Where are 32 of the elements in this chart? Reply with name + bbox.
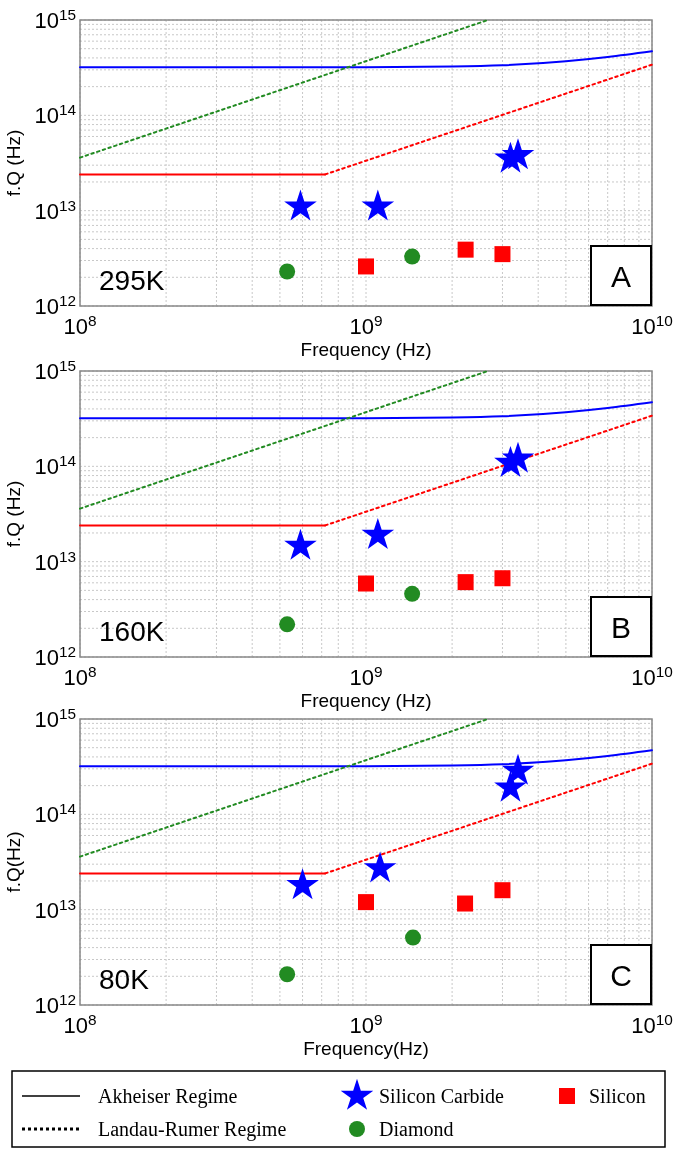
y-axis-title: f.Q(Hz): [3, 831, 24, 893]
y-tick-label: 10$^{15}$: [34, 704, 76, 732]
annotation: 295K: [99, 265, 165, 296]
text: Landau-Rumer Regime: [98, 1118, 287, 1141]
y-tick-label: 10$^{14}$: [34, 799, 77, 828]
x-tick-label: 10$^{10}$: [631, 662, 673, 690]
x-tick-label: 10$^{10}$: [631, 311, 673, 339]
annotation: 160K: [99, 616, 165, 647]
legend-label: Silicon: [589, 1085, 646, 1107]
annotation: A: [610, 260, 632, 293]
x-axis-title: Frequency (Hz): [300, 339, 432, 360]
text: Akheiser Regime: [98, 1085, 238, 1108]
legend-label: Silicon Carbide: [379, 1085, 505, 1107]
annotation: C: [610, 959, 632, 992]
x-tick-label: 10$^{9}$: [349, 311, 383, 339]
y-axis-title: f.Q (Hz): [3, 129, 24, 197]
y-tick-label: 10$^{14}$: [34, 451, 77, 480]
x-tick-label: 10$^{9}$: [349, 662, 383, 690]
y-axis-title: f.Q (Hz): [3, 480, 24, 548]
x-tick-label: 10$^{10}$: [631, 1010, 673, 1038]
annotation: B: [610, 611, 632, 644]
x-tick-label: 10$^{9}$: [349, 1010, 383, 1038]
y-tick-label: 10$^{13}$: [34, 895, 76, 923]
legend-label: Diamond: [379, 1118, 454, 1140]
x-axis-title: Frequency(Hz): [303, 1038, 429, 1059]
y-tick-label: 10$^{15}$: [34, 5, 76, 33]
y-tick-label: 10$^{13}$: [34, 547, 76, 575]
x-axis-title: Frequency (Hz): [300, 690, 432, 711]
y-tick-label: 10$^{13}$: [34, 196, 76, 224]
annotation: 80K: [99, 964, 150, 995]
y-tick-label: 10$^{14}$: [34, 100, 77, 129]
y-tick-label: 10$^{15}$: [34, 356, 76, 384]
